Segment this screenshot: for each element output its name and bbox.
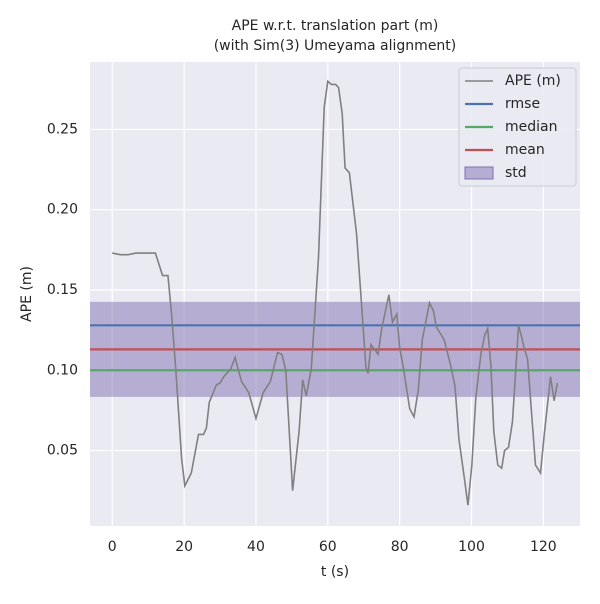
legend-label: median — [505, 119, 557, 135]
chart-title: APE w.r.t. translation part (m) — [232, 18, 439, 34]
plot — [90, 79, 580, 506]
y-tick-label: 0.20 — [47, 202, 78, 218]
y-tick-label: 0.15 — [47, 282, 78, 298]
legend-label: rmse — [505, 96, 540, 112]
x-tick-label: 120 — [530, 539, 557, 555]
chart-subtitle: (with Sim(3) Umeyama alignment) — [214, 38, 457, 54]
legend-label: APE (m) — [505, 73, 561, 89]
x-axis-label: t (s) — [321, 564, 349, 580]
y-tick-label: 0.10 — [47, 362, 78, 378]
y-tick-label: 0.05 — [47, 443, 78, 459]
x-tick-label: 80 — [391, 539, 409, 555]
x-tick-label: 40 — [247, 539, 265, 555]
y-axis-label: APE (m) — [19, 266, 35, 322]
x-tick-label: 0 — [108, 539, 117, 555]
x-tick-label: 60 — [319, 539, 337, 555]
legend: APE (m) rmse median mean std — [458, 67, 577, 187]
legend-label: std — [505, 165, 527, 181]
legend-box — [458, 67, 577, 187]
x-tick-label: 100 — [458, 539, 485, 555]
ape-line — [112, 79, 559, 506]
y-tick-label: 0.25 — [47, 121, 78, 137]
x-tick-label: 20 — [175, 539, 193, 555]
legend-label: mean — [505, 142, 545, 158]
legend-swatch — [464, 166, 494, 180]
